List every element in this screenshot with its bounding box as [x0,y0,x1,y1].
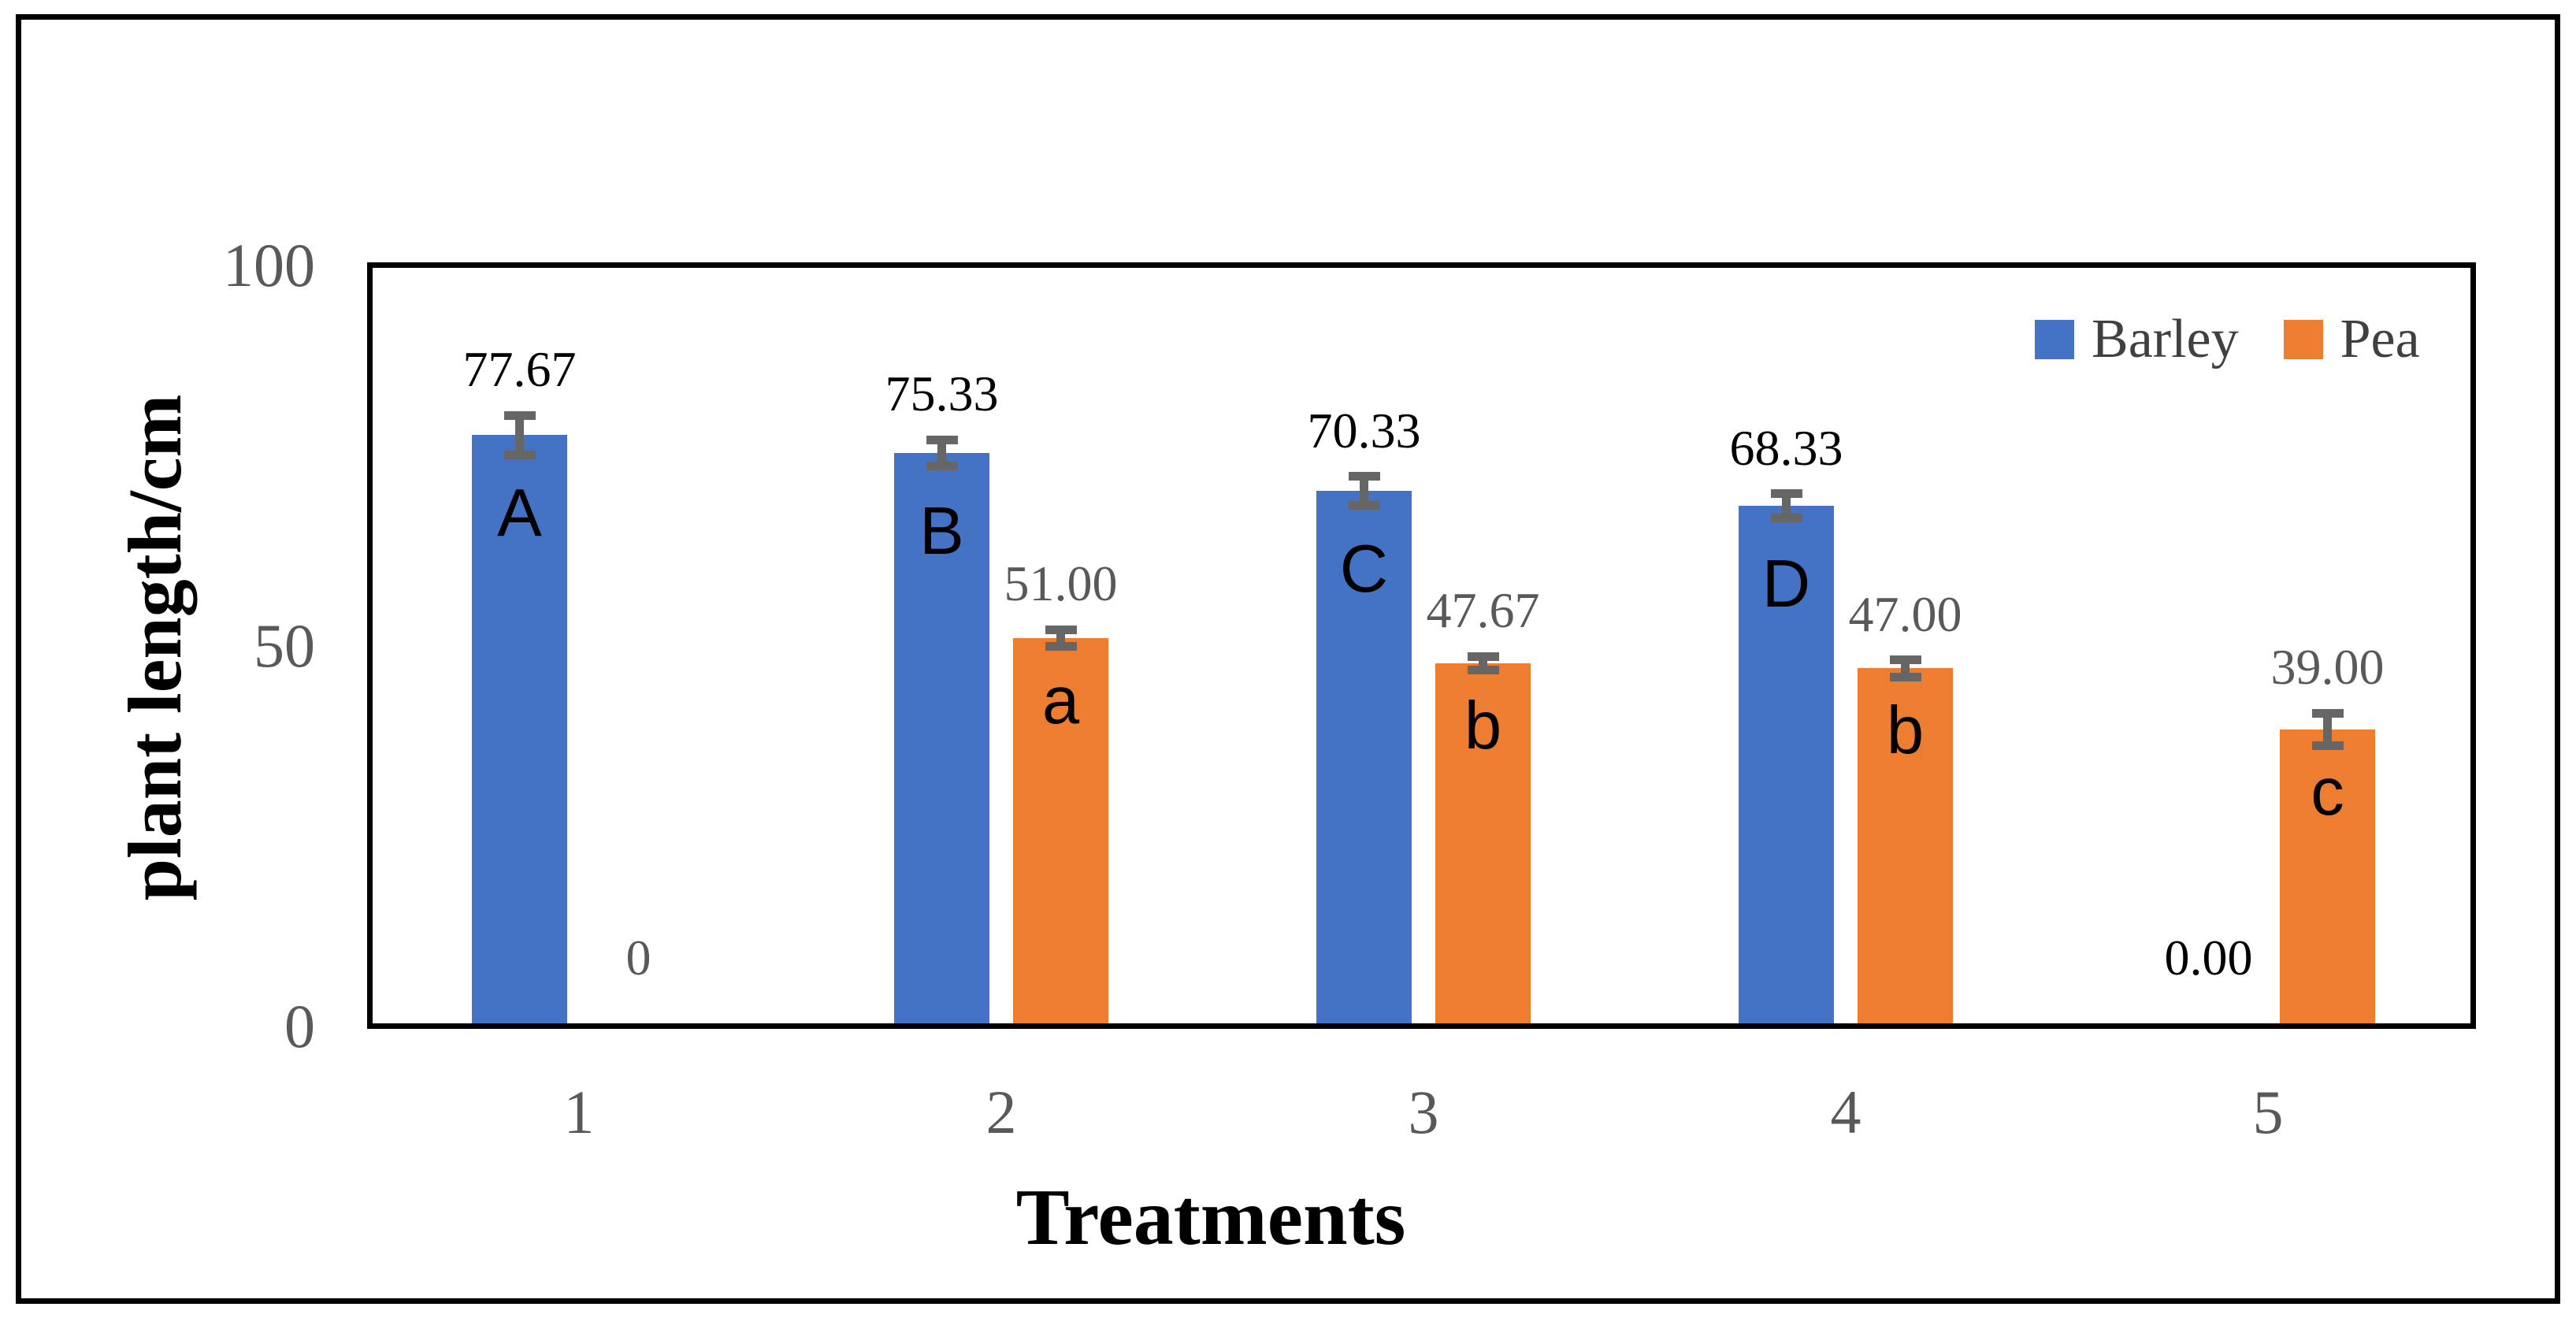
error-bar-stem [937,440,946,466]
error-bar-cap-top [926,435,958,444]
value-label: 70.33 [1307,402,1421,459]
error-bar-cap-bottom [1348,500,1380,510]
legend-label-barley: Barley [2092,309,2239,369]
significance-letter: C [1339,532,1389,607]
significance-letter: D [1761,547,1811,622]
error-bar-stem [515,415,524,455]
error-bar-cap-bottom [503,450,536,459]
error-bar-stem [2323,713,2332,746]
legend-swatch-pea [2283,320,2323,359]
error-bar-cap-top [503,410,536,420]
bar-barley [1739,506,1834,1023]
y-tick-label: 100 [223,230,315,299]
error-bar-stem [1360,476,1368,506]
error-bar-cap-bottom [1045,641,1077,651]
error-bar-stem [1479,656,1487,670]
value-label: 47.67 [1426,582,1540,639]
error-bar-stem [1056,629,1065,647]
error-bar-cap-bottom [1889,672,1921,681]
y-tick-label: 50 [254,611,315,680]
x-category-label: 4 [1830,1078,1861,1146]
bar-barley [894,452,989,1023]
significance-letter: A [497,476,542,551]
x-category-label: 1 [563,1078,595,1146]
legend-label-pea: Pea [2340,309,2420,369]
error-bar-cap-top [1889,655,1921,665]
bar-pea [1013,637,1108,1023]
legend-entry-barley: Barley [2035,312,2239,367]
error-bar-cap-bottom [1770,514,1802,523]
x-category-label: 2 [985,1078,1017,1146]
value-label: 77.67 [462,341,577,398]
error-bar-cap-top [1045,625,1077,634]
error-bar-cap-bottom [2311,741,2344,750]
significance-letter: b [1464,689,1502,763]
x-category-label: 5 [2252,1078,2284,1146]
x-axis-title: Treatments [1015,1173,1406,1262]
error-bar-cap-top [1770,489,1802,499]
value-label: 0.00 [2164,930,2253,986]
legend: Barley Pea [2035,312,2420,367]
value-label: 68.33 [1729,419,1843,476]
error-bar-stem [1901,659,1910,678]
legend-entry-pea: Pea [2283,309,2420,369]
error-bar-cap-bottom [1467,666,1499,675]
value-label: 51.00 [1004,555,1118,612]
error-bar-cap-top [2311,708,2344,718]
value-label: 0 [625,930,651,986]
significance-letter: a [1041,663,1080,738]
error-bar-cap-top [1467,652,1499,661]
value-label: 47.00 [1848,585,1962,642]
value-label: 39.00 [2270,639,2385,696]
bar-barley [1316,491,1412,1023]
significance-letter: c [2311,754,2344,830]
figure-border [16,14,2560,1304]
x-category-label: 3 [1408,1078,1439,1146]
error-bar-cap-top [1348,472,1380,481]
error-bar-cap-bottom [926,461,958,470]
significance-letter: B [919,493,964,569]
y-tick-label: 0 [284,991,315,1060]
value-label: 75.33 [885,366,999,422]
bar-barley [472,435,567,1023]
error-bar-stem [1782,493,1791,518]
bar-pea [2280,729,2375,1023]
significance-letter: b [1886,693,1925,769]
legend-swatch-barley [2035,320,2074,359]
bar-pea [1435,663,1531,1023]
bar-pea [1858,668,1953,1023]
